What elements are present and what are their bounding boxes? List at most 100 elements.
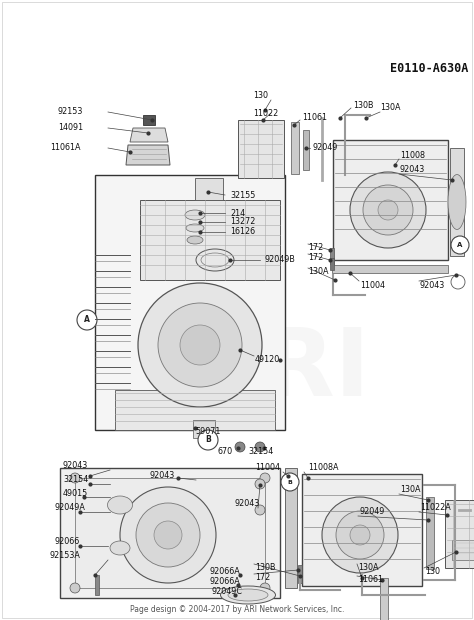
Bar bbox=[450, 148, 464, 256]
Text: Page design © 2004-2017 by ARI Network Services, Inc.: Page design © 2004-2017 by ARI Network S… bbox=[130, 606, 344, 614]
Text: A: A bbox=[84, 316, 90, 324]
Text: 130A: 130A bbox=[358, 564, 379, 572]
Polygon shape bbox=[130, 128, 168, 142]
Circle shape bbox=[255, 479, 265, 489]
Ellipse shape bbox=[228, 589, 268, 601]
Circle shape bbox=[322, 497, 398, 573]
Text: 11022: 11022 bbox=[253, 108, 278, 118]
Bar bbox=[95, 575, 99, 595]
Text: 92043: 92043 bbox=[420, 280, 445, 290]
Text: 11004: 11004 bbox=[255, 464, 280, 472]
Bar bbox=[115, 390, 275, 430]
Circle shape bbox=[154, 521, 182, 549]
Text: 92043: 92043 bbox=[400, 166, 425, 174]
Circle shape bbox=[70, 583, 80, 593]
Text: 172: 172 bbox=[308, 254, 323, 262]
Text: 11004: 11004 bbox=[360, 280, 385, 290]
Text: 214: 214 bbox=[230, 208, 245, 218]
Circle shape bbox=[451, 275, 465, 289]
Circle shape bbox=[336, 511, 384, 559]
Circle shape bbox=[378, 200, 398, 220]
Text: 59071: 59071 bbox=[195, 428, 220, 436]
Bar bbox=[330, 248, 334, 264]
Bar bbox=[302, 474, 422, 586]
Text: 92043: 92043 bbox=[150, 471, 175, 480]
Bar bbox=[75, 478, 265, 588]
Bar bbox=[285, 468, 297, 588]
Text: 172: 172 bbox=[255, 574, 270, 583]
Bar bbox=[95, 175, 285, 430]
Text: 92049A: 92049A bbox=[55, 503, 86, 513]
Text: 92043: 92043 bbox=[63, 461, 88, 471]
Text: 92049C: 92049C bbox=[212, 588, 243, 596]
Ellipse shape bbox=[110, 541, 130, 555]
Text: 92049B: 92049B bbox=[265, 255, 296, 265]
Text: 49015: 49015 bbox=[63, 489, 88, 497]
Bar bbox=[303, 130, 309, 170]
Text: 130B: 130B bbox=[255, 564, 275, 572]
Text: 32154: 32154 bbox=[248, 448, 273, 456]
Circle shape bbox=[235, 442, 245, 452]
Text: 11008: 11008 bbox=[400, 151, 425, 159]
Text: A: A bbox=[457, 242, 463, 248]
Bar bbox=[193, 420, 215, 438]
Bar bbox=[60, 468, 280, 598]
Text: 16126: 16126 bbox=[230, 228, 255, 236]
Text: ARI: ARI bbox=[190, 324, 371, 416]
Bar bbox=[426, 497, 434, 569]
Text: 130: 130 bbox=[253, 91, 268, 99]
Ellipse shape bbox=[185, 210, 205, 220]
Bar bbox=[291, 122, 299, 174]
Polygon shape bbox=[126, 145, 170, 165]
Circle shape bbox=[180, 325, 220, 365]
Circle shape bbox=[77, 310, 97, 330]
Ellipse shape bbox=[186, 224, 204, 232]
Text: 92043: 92043 bbox=[235, 500, 260, 508]
Text: 32155: 32155 bbox=[230, 190, 255, 200]
Circle shape bbox=[138, 283, 262, 407]
Text: 13272: 13272 bbox=[230, 218, 255, 226]
Text: 92066A: 92066A bbox=[210, 567, 241, 577]
Ellipse shape bbox=[448, 174, 466, 229]
Text: 130A: 130A bbox=[380, 104, 401, 112]
Bar bbox=[140, 200, 280, 280]
Text: 92066: 92066 bbox=[55, 538, 80, 546]
Circle shape bbox=[350, 525, 370, 545]
Text: 11061A: 11061A bbox=[50, 143, 81, 153]
Text: 130: 130 bbox=[425, 567, 440, 577]
Circle shape bbox=[281, 473, 299, 491]
Circle shape bbox=[363, 185, 413, 235]
Text: 92049: 92049 bbox=[360, 508, 385, 516]
Bar bbox=[452, 540, 474, 560]
Text: B: B bbox=[288, 479, 292, 484]
Text: 14091: 14091 bbox=[58, 123, 83, 133]
Text: 92153A: 92153A bbox=[50, 552, 81, 560]
Ellipse shape bbox=[187, 236, 203, 244]
Bar bbox=[332, 265, 448, 273]
Text: 130A: 130A bbox=[400, 485, 420, 495]
Bar bbox=[445, 500, 474, 568]
Circle shape bbox=[260, 583, 270, 593]
Circle shape bbox=[158, 303, 242, 387]
Circle shape bbox=[120, 487, 216, 583]
Circle shape bbox=[350, 172, 426, 248]
Circle shape bbox=[451, 236, 469, 254]
Text: 11061: 11061 bbox=[302, 113, 327, 123]
Bar bbox=[143, 115, 155, 125]
Bar bbox=[238, 120, 284, 178]
Text: 670: 670 bbox=[218, 448, 233, 456]
Text: 130B: 130B bbox=[353, 102, 374, 110]
Bar bbox=[330, 258, 334, 270]
Text: B: B bbox=[205, 435, 211, 445]
Circle shape bbox=[70, 473, 80, 483]
Text: 92066A: 92066A bbox=[210, 577, 241, 587]
Bar bbox=[195, 178, 223, 200]
Text: 92049: 92049 bbox=[313, 143, 338, 153]
Circle shape bbox=[255, 505, 265, 515]
Bar bbox=[333, 140, 448, 260]
Circle shape bbox=[198, 430, 218, 450]
Bar bbox=[298, 565, 302, 583]
Text: E0110-A630A: E0110-A630A bbox=[390, 61, 468, 74]
Text: 92153: 92153 bbox=[58, 107, 83, 117]
Circle shape bbox=[260, 473, 270, 483]
